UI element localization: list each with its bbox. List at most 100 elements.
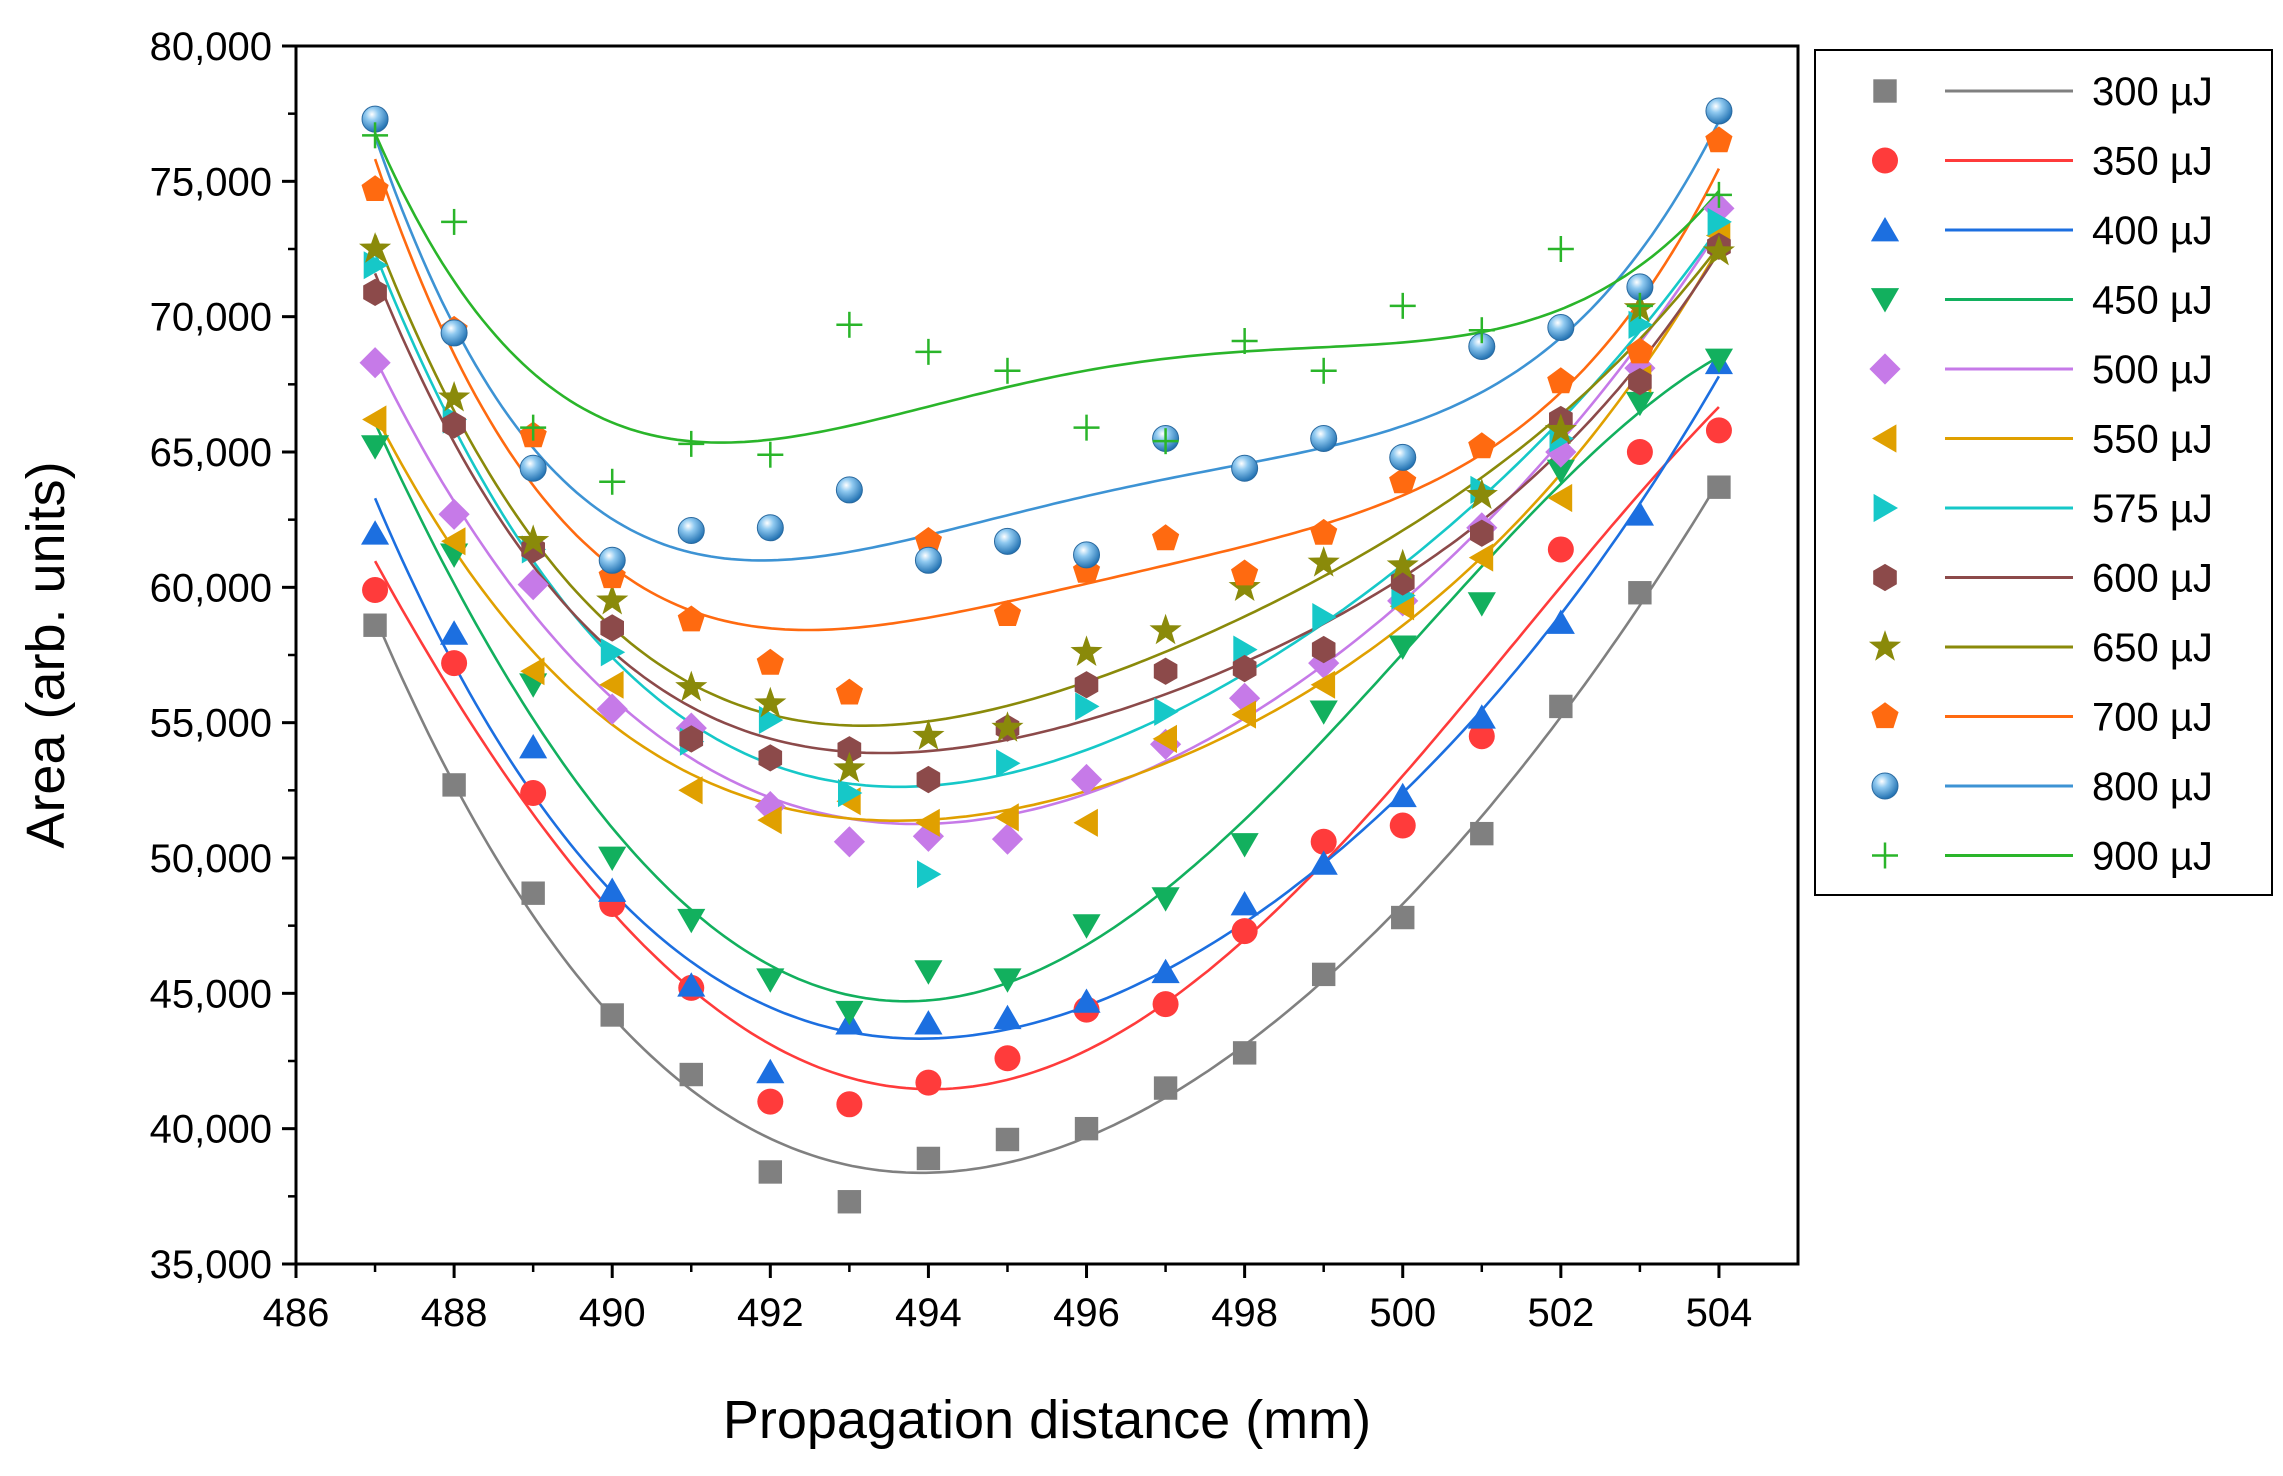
legend-marker-11	[1872, 842, 1898, 869]
data-point-s0-8	[995, 1127, 1020, 1152]
data-point-s6-10	[1154, 697, 1179, 726]
x-tick-label: 494	[895, 1291, 962, 1335]
y-tick-label: 70,000	[150, 296, 272, 340]
data-point-s2-3	[598, 877, 627, 902]
x-tick-label: 492	[737, 1291, 804, 1335]
data-point-s7-10	[1153, 657, 1178, 685]
data-point-s1-17	[1705, 417, 1732, 444]
data-point-s8-5	[754, 686, 787, 718]
data-point-s8-10	[1149, 613, 1182, 645]
data-point-s2-5	[756, 1058, 785, 1084]
y-tick-label: 35,000	[150, 1243, 272, 1287]
data-markers	[359, 97, 1735, 1214]
data-point-s11-0	[362, 122, 389, 149]
legend-marker-7	[1873, 563, 1897, 592]
data-point-s7-6	[837, 736, 862, 764]
data-point-s9-12	[1310, 518, 1338, 545]
data-point-s2-13	[1388, 782, 1417, 808]
data-point-s8-3	[596, 584, 629, 615]
data-point-s1-14	[1468, 723, 1495, 750]
data-point-s8-9	[1070, 635, 1103, 666]
data-point-s2-11	[1230, 891, 1259, 916]
data-point-s1-1	[441, 650, 468, 677]
fit-curves	[373, 120, 1721, 1175]
legend-marker-3	[1870, 288, 1900, 313]
data-point-s5-7	[915, 808, 940, 837]
legend-label-9: 700 µJ	[2092, 696, 2213, 740]
data-point-s9-17	[1705, 126, 1733, 153]
data-point-s4-8	[991, 823, 1024, 855]
legend-label-11: 900 µJ	[2092, 835, 2213, 879]
data-point-s1-10	[1152, 991, 1179, 1018]
data-point-s1-2	[520, 780, 547, 807]
data-point-s3-11	[1230, 833, 1259, 858]
data-point-s11-8	[994, 357, 1021, 384]
data-point-s8-11	[1228, 570, 1261, 601]
x-tick-label: 496	[1053, 1291, 1120, 1335]
data-point-s1-0	[362, 577, 389, 604]
data-point-s9-14	[1468, 432, 1496, 459]
data-point-s3-3	[598, 846, 627, 871]
data-point-s11-10	[1152, 428, 1179, 455]
data-point-s9-10	[1152, 524, 1180, 551]
data-point-s9-11	[1231, 559, 1259, 586]
data-point-s2-10	[1151, 958, 1180, 984]
data-point-s2-16	[1625, 501, 1654, 526]
legend-marker-2	[1870, 217, 1900, 242]
data-point-s3-14	[1467, 592, 1496, 617]
fit-curve-1	[373, 406, 1720, 1091]
data-point-s2-1	[440, 620, 469, 645]
fit-curve-7	[373, 251, 1720, 755]
data-point-s10-2	[519, 454, 547, 482]
legend-box	[1814, 49, 2273, 896]
legend-marker-6	[1873, 493, 1898, 523]
data-point-s10-11	[1231, 454, 1259, 482]
data-point-s0-16	[1628, 581, 1652, 605]
y-tick-label: 65,000	[150, 431, 272, 475]
data-point-s5-5	[757, 806, 782, 835]
data-point-s3-9	[1072, 914, 1101, 939]
fit-curve-3	[373, 355, 1720, 1003]
data-point-s8-17	[1702, 234, 1735, 266]
data-point-s1-11	[1231, 918, 1258, 945]
data-point-s3-13	[1388, 635, 1417, 660]
data-point-s8-12	[1307, 546, 1340, 577]
data-point-s4-9	[1070, 763, 1103, 796]
data-point-s5-0	[362, 405, 387, 434]
data-point-s3-12	[1309, 700, 1338, 725]
data-point-s3-0	[361, 435, 390, 460]
data-point-s8-0	[359, 232, 392, 263]
data-point-s0-17	[1707, 475, 1731, 499]
data-point-s8-1	[438, 381, 471, 412]
data-point-s7-9	[1074, 671, 1099, 699]
data-point-s0-0	[363, 613, 387, 637]
x-axis-title: Propagation distance (mm)	[723, 1390, 1371, 1450]
data-point-s9-4	[677, 605, 705, 632]
legend-label-7: 600 µJ	[2092, 557, 2213, 601]
data-point-s0-1	[442, 773, 466, 797]
data-point-s0-15	[1549, 694, 1573, 719]
x-tick-label: 488	[421, 1291, 488, 1335]
data-point-s1-8	[994, 1045, 1021, 1072]
data-point-s10-8	[993, 527, 1021, 555]
data-point-s1-13	[1389, 812, 1416, 839]
data-point-s9-5	[756, 648, 784, 675]
data-point-s4-3	[596, 693, 628, 725]
data-point-s10-4	[677, 516, 705, 544]
data-point-s10-13	[1389, 443, 1417, 471]
data-point-s5-12	[1310, 670, 1336, 699]
data-point-s0-4	[679, 1062, 703, 1087]
legend-label-8: 650 µJ	[2092, 626, 2213, 670]
data-point-s6-9	[1075, 692, 1100, 721]
data-point-s0-5	[758, 1160, 783, 1184]
legend-label-5: 550 µJ	[2092, 418, 2213, 462]
data-point-s4-0	[359, 347, 391, 379]
legend: 300 µJ 350 µJ 400 µJ 450 µJ 500 µJ 550 µJ 575 …	[1814, 49, 2273, 896]
data-point-s7-11	[1232, 654, 1257, 683]
data-point-s10-5	[756, 514, 784, 542]
data-point-s0-9	[1074, 1116, 1099, 1141]
x-tick-label: 500	[1369, 1291, 1436, 1335]
fit-curve-0	[373, 480, 1721, 1175]
data-point-s3-4	[677, 908, 706, 934]
